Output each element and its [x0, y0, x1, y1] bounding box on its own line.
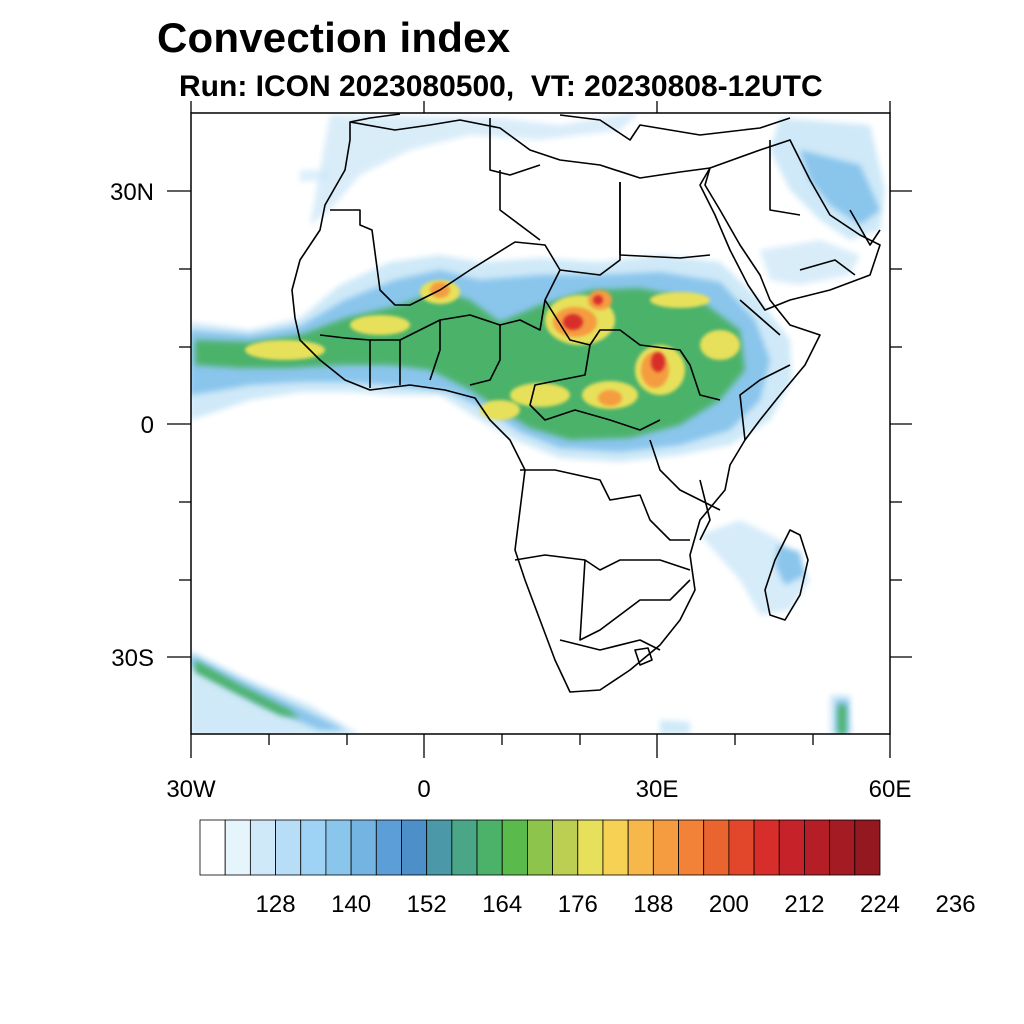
colorbar-swatch: [678, 819, 705, 876]
madagascar-coastline: [764, 529, 809, 621]
lat-label-30n: 30N: [110, 179, 154, 206]
colorbar-swatch: [350, 819, 377, 876]
colorbar-swatch: [325, 819, 352, 876]
arabia-coastline: [699, 139, 881, 311]
lon-label-30e: 30E: [636, 776, 679, 803]
colorbar-swatch: [249, 819, 276, 876]
colorbar-swatch: [728, 819, 755, 876]
colorbar-swatch: [426, 819, 453, 876]
colorbar-swatch: [451, 819, 478, 876]
lon-label-60e: 60E: [869, 776, 912, 803]
colorbar-swatch: [652, 819, 679, 876]
colorbar-label: 176: [558, 891, 598, 918]
colorbar-swatch: [577, 819, 604, 876]
colorbar-swatch: [627, 819, 654, 876]
colorbar-label: 212: [784, 891, 824, 918]
coastlines-borders: [291, 113, 881, 693]
colorbar-swatch: [703, 819, 730, 876]
colorbar-label: 152: [407, 891, 447, 918]
colorbar: [199, 819, 881, 876]
colorbar-swatch: [224, 819, 251, 876]
chart-subtitle: Run: ICON 2023080500, VT: 20230808-12UTC: [179, 70, 823, 103]
convection-field: [191, 113, 885, 734]
chart-title: Convection index: [157, 14, 511, 61]
colorbar-swatch: [300, 819, 327, 876]
colorbar-swatch: [552, 819, 579, 876]
colorbar-swatch: [753, 819, 780, 876]
colorbar-label: 140: [331, 891, 371, 918]
colorbar-swatch: [778, 819, 805, 876]
colorbar-swatch: [527, 819, 553, 876]
colorbar-label: 128: [256, 891, 296, 918]
lat-label-30s: 30S: [111, 645, 154, 672]
lon-label-0: 0: [417, 776, 430, 803]
colorbar-label: 200: [709, 891, 749, 918]
colorbar-swatch: [804, 819, 831, 876]
colorbar-swatch: [199, 819, 226, 876]
lat-ticks: [167, 190, 912, 658]
colorbar-label: 164: [482, 891, 522, 918]
colorbar-label: 236: [936, 891, 976, 918]
lat-label-0: 0: [141, 412, 154, 439]
colorbar-label: 224: [860, 891, 900, 918]
lon-label-30w: 30W: [166, 776, 216, 803]
colorbar-label: 188: [633, 891, 673, 918]
colorbar-swatch: [275, 819, 302, 876]
colorbar-swatch: [476, 819, 503, 876]
lon-ticks: [190, 101, 891, 758]
colorbar-swatch: [401, 819, 428, 876]
colorbar-swatch: [375, 819, 402, 876]
colorbar-swatch: [602, 819, 629, 876]
africa-coastline: [291, 119, 821, 693]
colorbar-swatch: [829, 819, 856, 876]
colorbar-labels: 128 140 152 164 176 188 200 212 224 236: [256, 891, 976, 918]
colorbar-swatch: [501, 819, 528, 876]
colorbar-swatch: [854, 819, 881, 876]
